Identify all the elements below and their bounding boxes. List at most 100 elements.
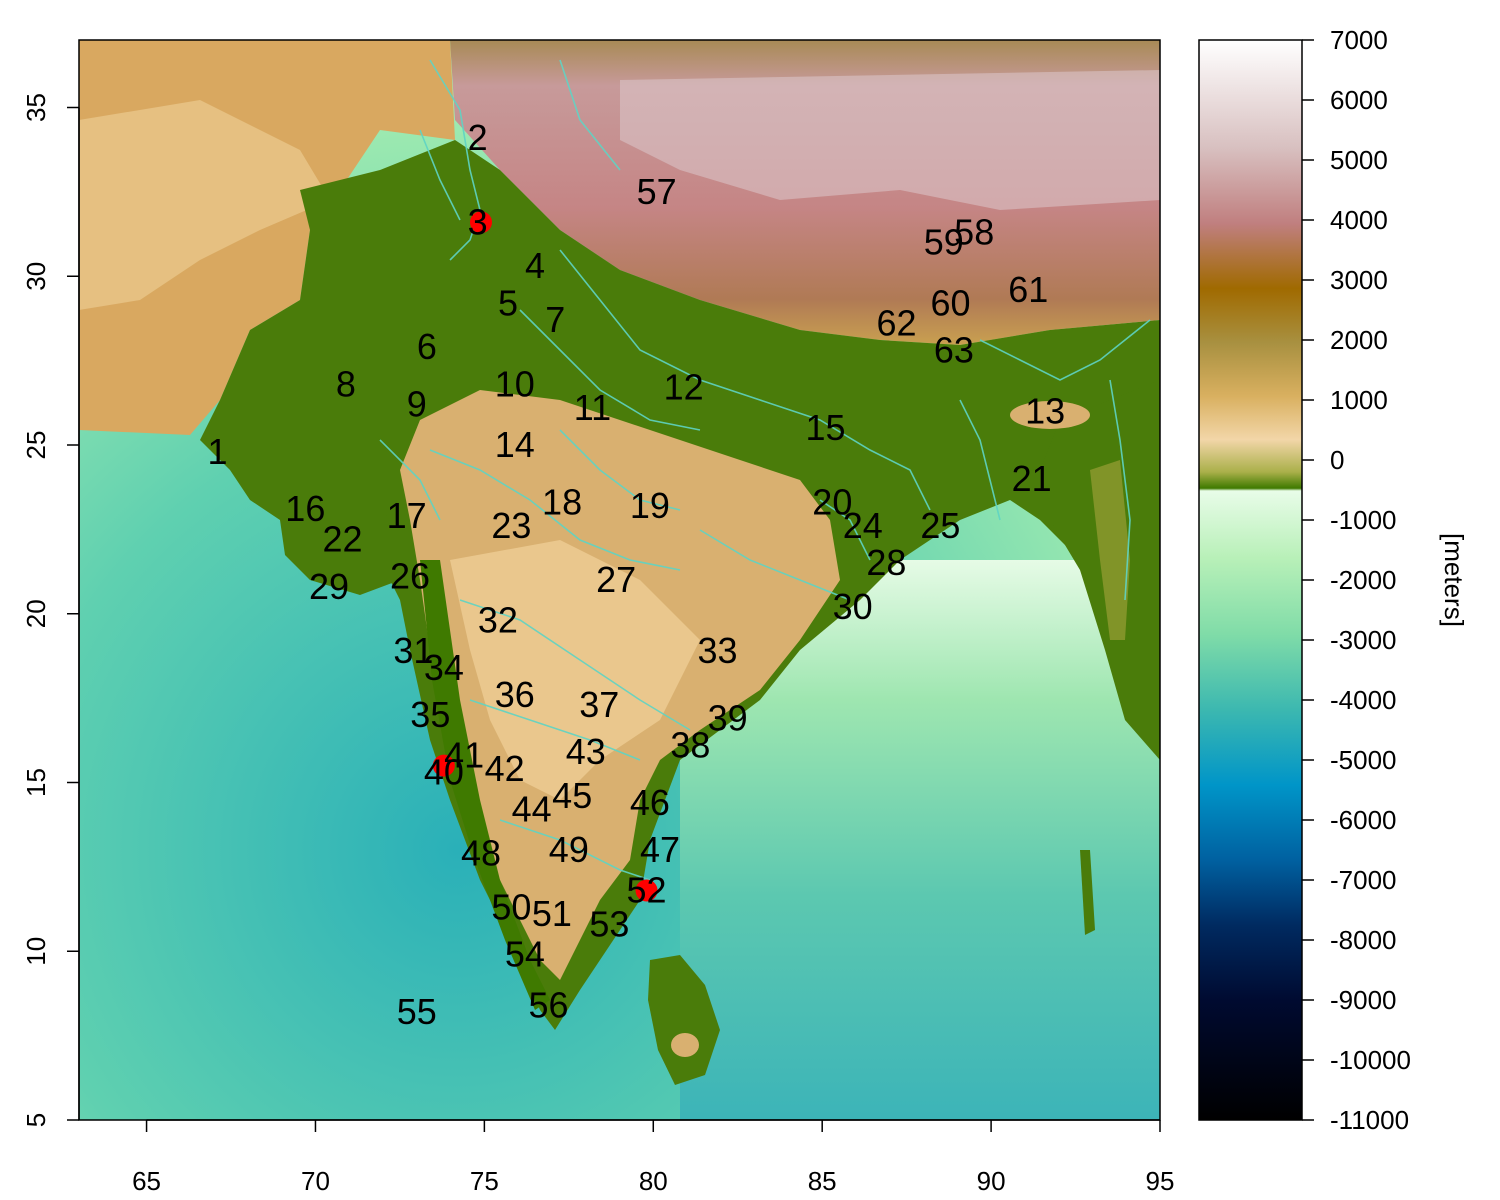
region-label-34: 34 [424, 647, 464, 688]
region-label-49: 49 [549, 829, 589, 870]
region-label-62: 62 [876, 303, 916, 344]
region-label-19: 19 [630, 485, 670, 526]
western-ghats [420, 560, 550, 1010]
region-label-46: 46 [630, 782, 670, 823]
region-label-16: 16 [285, 488, 325, 529]
region-label-21: 21 [1012, 458, 1052, 499]
myanmar [1040, 380, 1160, 760]
x-tick-label: 75 [470, 1166, 499, 1196]
region-label-11: 11 [574, 387, 611, 428]
region-label-5: 5 [498, 282, 518, 323]
y-tick-label: 5 [21, 1113, 51, 1127]
region-label-25: 25 [920, 505, 960, 546]
colorbar-ticks: 7000 6000 5000 4000 3000 2000 1000 0 -1000 -2000 -… [1302, 25, 1411, 1135]
colorbar-tick-label: 6000 [1330, 85, 1388, 115]
region-label-45: 45 [552, 775, 592, 816]
region-label-14: 14 [495, 424, 535, 465]
colorbar-tick-label: 4000 [1330, 205, 1388, 235]
colorbar-tick-label: -7000 [1330, 865, 1397, 895]
y-tick-label: 15 [21, 768, 51, 797]
region-label-4: 4 [525, 245, 545, 286]
region-label-27: 27 [596, 559, 636, 600]
station-markers [432, 211, 658, 902]
region-label-38: 38 [670, 724, 710, 765]
region-label-32: 32 [478, 600, 518, 641]
rivers [379, 59, 1151, 881]
colorbar-tick-label: -6000 [1330, 805, 1397, 835]
region-label-9: 9 [407, 384, 427, 425]
red-dot-40 [432, 754, 455, 777]
colorbar-tick-label: -5000 [1330, 745, 1397, 775]
y-tick-label: 10 [21, 937, 51, 966]
sri-lanka [648, 955, 720, 1085]
region-label-15: 15 [806, 407, 846, 448]
y-tick-label: 25 [21, 431, 51, 460]
colorbar-tick-label: -1000 [1330, 505, 1397, 535]
region-label-33: 33 [697, 630, 737, 671]
region-label-54: 54 [505, 934, 545, 975]
region-label-24: 24 [843, 505, 883, 546]
y-axis: 5 10 15 20 25 30 35 [21, 93, 80, 1127]
x-axis: 65 70 75 80 85 90 95 [132, 1119, 1175, 1196]
region-label-12: 12 [664, 367, 704, 408]
x-tick-label: 70 [301, 1166, 330, 1196]
region-label-13: 13 [1025, 390, 1065, 431]
gujarat-peninsula [280, 500, 400, 595]
region-label-50: 50 [491, 886, 531, 927]
colorbar-tick-label: -8000 [1330, 925, 1397, 955]
colorbar-tick-label: 3000 [1330, 265, 1388, 295]
region-label-35: 35 [410, 694, 450, 735]
colorbar-tick-label: -10000 [1330, 1045, 1411, 1075]
region-label-6: 6 [417, 326, 437, 367]
shillong-plateau [1010, 401, 1090, 429]
colorbar-tick-label: 1000 [1330, 385, 1388, 415]
western-highlands-dark [79, 100, 330, 310]
region-label-29: 29 [309, 566, 349, 607]
region-label-42: 42 [485, 748, 525, 789]
region-label-23: 23 [491, 505, 531, 546]
x-tick-label: 65 [132, 1166, 161, 1196]
region-label-51: 51 [532, 893, 572, 934]
region-label-41: 41 [444, 735, 484, 776]
region-label-57: 57 [637, 171, 677, 212]
region-label-56: 56 [529, 984, 569, 1025]
y-tick-label: 35 [21, 93, 51, 122]
colorbar-tick-label: 7000 [1330, 25, 1388, 55]
deccan-light [450, 540, 700, 800]
colorbar-gradient [1198, 39, 1303, 1121]
region-label-59: 59 [924, 222, 964, 263]
region-label-17: 17 [387, 495, 427, 536]
region-label-52: 52 [627, 870, 667, 911]
colorbar-tick-label: -2000 [1330, 565, 1397, 595]
red-dot-52 [635, 879, 658, 902]
x-tick-label: 80 [639, 1166, 668, 1196]
region-label-63: 63 [934, 330, 974, 371]
region-label-1: 1 [207, 431, 227, 472]
colorbar-unit-label: [meters] [1439, 533, 1469, 627]
colorbar-tick-label: 2000 [1330, 325, 1388, 355]
region-label-44: 44 [512, 789, 552, 830]
region-label-36: 36 [495, 674, 535, 715]
y-tick-label: 30 [21, 262, 51, 291]
region-label-22: 22 [322, 519, 362, 560]
region-label-60: 60 [931, 282, 971, 323]
red-dot-3 [469, 211, 492, 234]
region-label-31: 31 [393, 630, 433, 671]
region-label-53: 53 [589, 903, 629, 944]
region-label-55: 55 [397, 991, 437, 1032]
region-label-18: 18 [542, 481, 582, 522]
x-tick-label: 95 [1146, 1166, 1175, 1196]
region-label-40: 40 [424, 751, 464, 792]
colorbar-tick-label: 5000 [1330, 145, 1388, 175]
colorbar-tick-label: -11000 [1330, 1105, 1409, 1135]
region-label-20: 20 [812, 481, 852, 522]
region-label-8: 8 [336, 363, 356, 404]
colorbar-tick-label: -4000 [1330, 685, 1397, 715]
colorbar: 7000 6000 5000 4000 3000 2000 1000 0 -1000 -2000 -… [1198, 25, 1469, 1135]
colorbar-tick-label: -3000 [1330, 625, 1397, 655]
region-label-26: 26 [390, 556, 430, 597]
region-label-10: 10 [495, 363, 535, 404]
